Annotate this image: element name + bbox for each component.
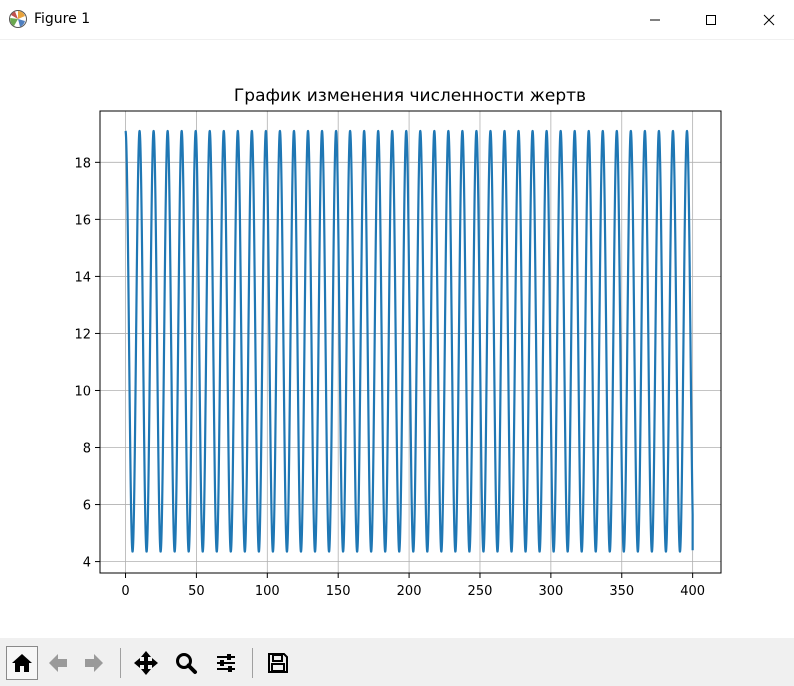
arrow-right-icon (85, 654, 103, 672)
back-button[interactable] (42, 646, 74, 680)
chart: 0 50 100 150 200 250 300 350 400 4 6 8 10 12 14 16 18 Гр… (74, 86, 722, 599)
x-tick-label: 200 (397, 584, 422, 599)
magnifier-icon (176, 653, 197, 674)
maximize-icon (706, 15, 716, 25)
series-line (124, 129, 694, 553)
x-tick-label: 400 (680, 584, 705, 599)
axes-frame (99, 110, 722, 574)
x-tick-label: 100 (255, 584, 280, 599)
matplotlib-icon (9, 10, 27, 28)
minimize-button[interactable] (632, 0, 678, 40)
move-icon (134, 651, 158, 675)
pan-button[interactable] (130, 646, 162, 680)
zoom-button[interactable] (170, 646, 202, 680)
toolbar-separator (120, 648, 121, 678)
x-tick-label: 50 (188, 584, 205, 599)
chart-title: График изменения численности жертв (234, 86, 586, 106)
toolbar-separator (252, 648, 253, 678)
series-layer (124, 129, 694, 553)
y-tick-label: 16 (74, 213, 91, 228)
y-tick-label: 6 (83, 499, 91, 514)
window-title: Figure 1 (34, 11, 91, 27)
navigation-toolbar (0, 638, 794, 686)
x-tick-label: 300 (538, 584, 563, 599)
home-icon (12, 654, 32, 672)
y-tick-label: 14 (74, 270, 91, 285)
x-tick-label: 250 (468, 584, 493, 599)
y-tick-label: 4 (83, 556, 91, 571)
close-button[interactable] (746, 0, 792, 40)
close-icon (763, 14, 775, 26)
y-tick-label: 12 (74, 327, 91, 342)
x-tick-label: 150 (326, 584, 351, 599)
save-icon (268, 653, 288, 673)
y-tick-label: 8 (83, 442, 91, 457)
ticks: 0 50 100 150 200 250 300 350 400 4 6 8 10 12 14 16 18 (74, 156, 705, 599)
minimize-icon (650, 19, 660, 21)
arrow-left-icon (49, 654, 67, 672)
subplots-button[interactable] (210, 646, 242, 680)
forward-button[interactable] (78, 646, 110, 680)
maximize-button[interactable] (688, 0, 734, 40)
y-tick-label: 18 (74, 156, 91, 171)
x-tick-label: 350 (609, 584, 634, 599)
save-button[interactable] (262, 646, 294, 680)
y-tick-label: 10 (74, 384, 91, 399)
figure-canvas[interactable]: 0 50 100 150 200 250 300 350 400 4 6 8 10 12 14 16 18 Гр… (0, 40, 794, 638)
x-tick-label: 0 (121, 584, 129, 599)
title-bar: Figure 1 (0, 0, 794, 40)
home-button[interactable] (6, 646, 38, 680)
sliders-icon (217, 654, 235, 672)
